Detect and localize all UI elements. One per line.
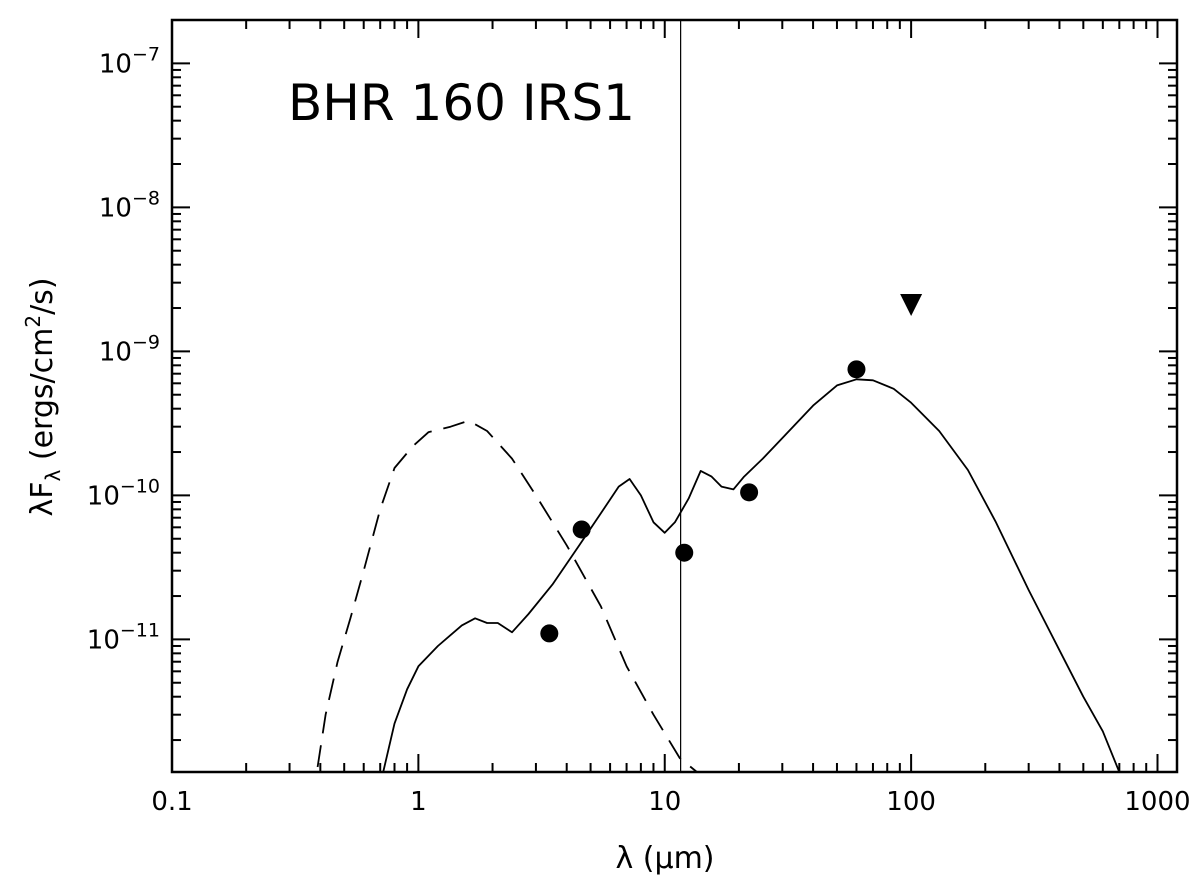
y-axis-label-sub: λ: [41, 470, 65, 482]
y-tick-label: 10−9: [99, 331, 160, 367]
y-tick-label-exponent: −7: [132, 43, 160, 65]
y-axis-label-main: λF: [25, 482, 60, 517]
y-axis-label-units-sup: 2: [21, 315, 45, 328]
solid-curve: [382, 378, 1121, 773]
x-tick-label: 100: [886, 787, 936, 817]
y-tick-label-mantissa: 10: [99, 193, 132, 223]
data-point: [740, 483, 759, 502]
x-tick-label: 1: [410, 787, 427, 817]
y-tick-label-exponent: −8: [132, 187, 160, 209]
dashed-curve: [316, 419, 698, 773]
y-tick-label-exponent: −9: [132, 331, 160, 353]
data-point: [675, 543, 694, 562]
plot-frame: [170, 18, 1179, 774]
y-tick-label-exponent: −11: [120, 619, 160, 641]
axis-ticks: [171, 19, 1177, 772]
y-axis-label: λFλ (ergs/cm2/s): [21, 277, 65, 516]
series-layer: [316, 378, 1121, 773]
y-tick-label: 10−8: [99, 187, 160, 223]
y-tick-label-mantissa: 10: [99, 337, 132, 367]
x-tick-label: 1000: [1124, 787, 1190, 817]
y-tick-label-mantissa: 10: [87, 481, 120, 511]
y-axis-label-units-pre: (ergs/cm: [25, 328, 60, 470]
x-tick-label: 10: [648, 787, 681, 817]
y-tick-label: 10−7: [99, 43, 160, 79]
data-point: [847, 360, 866, 379]
data-point: [572, 520, 591, 539]
y-tick-label-mantissa: 10: [87, 625, 120, 655]
y-tick-label-exponent: −10: [120, 475, 160, 497]
upper-limit-triangle: [900, 293, 923, 316]
y-tick-label-mantissa: 10: [99, 49, 132, 79]
chart-title: BHR 160 IRS1: [288, 74, 635, 132]
y-tick-label: 10−10: [87, 475, 160, 511]
x-tick-label: 0.1: [151, 787, 192, 817]
points-layer: [540, 293, 923, 643]
data-point: [540, 624, 559, 643]
y-axis-label-units-post: /s): [25, 277, 60, 314]
x-axis-label: λ (μm): [615, 841, 714, 876]
y-tick-label: 10−11: [87, 619, 160, 655]
